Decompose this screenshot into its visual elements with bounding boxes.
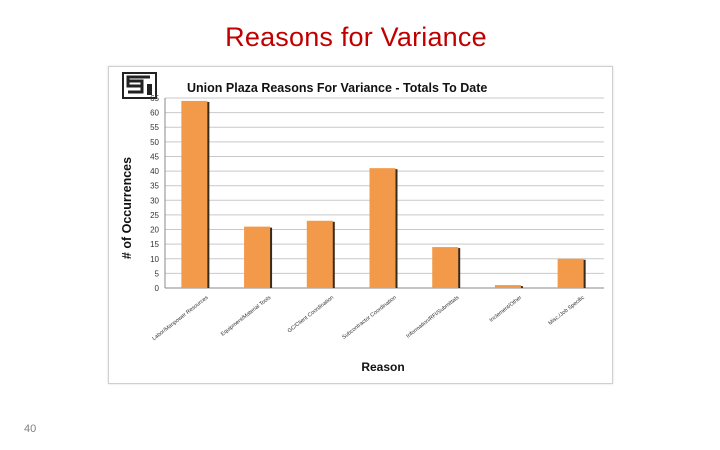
x-tick-labels: Labor/Manpower Resources Equipment/Materi… bbox=[151, 295, 586, 342]
x-tick-label: Misc./Job Specific bbox=[547, 295, 586, 327]
x-tick-label: Labor/Manpower Resources bbox=[151, 295, 209, 342]
bar bbox=[494, 285, 521, 288]
bar bbox=[244, 226, 271, 288]
y-axis-label: # of Occurrences bbox=[120, 157, 134, 259]
y-tick-label: 5 bbox=[155, 269, 160, 278]
y-tick-label: 55 bbox=[150, 123, 159, 132]
bar-chart: SI Union Plaza Reasons For Variance - To… bbox=[109, 67, 604, 374]
bar bbox=[181, 100, 208, 288]
bar bbox=[432, 247, 459, 288]
y-tick-label: 20 bbox=[150, 226, 159, 235]
bar bbox=[369, 168, 396, 288]
y-tick-label: 60 bbox=[150, 109, 159, 118]
bar bbox=[306, 220, 333, 288]
bar bbox=[557, 258, 584, 288]
y-tick-label: 15 bbox=[150, 240, 159, 249]
bars bbox=[181, 100, 586, 288]
y-tick-label: 45 bbox=[150, 152, 159, 161]
si-logo: SI bbox=[109, 67, 157, 99]
x-axis-label: Reason bbox=[361, 360, 404, 374]
chart-title: Union Plaza Reasons For Variance - Total… bbox=[187, 81, 487, 95]
y-tick-label: 50 bbox=[150, 138, 159, 147]
y-tick-label: 10 bbox=[150, 255, 159, 264]
x-tick-label: Inclement/Other bbox=[489, 295, 524, 324]
x-tick-label: Subcontractor Coordination bbox=[341, 295, 397, 341]
y-tick-label: 30 bbox=[150, 196, 159, 205]
y-tick-label: 25 bbox=[150, 211, 159, 220]
slide-title: Reasons for Variance bbox=[225, 22, 487, 52]
y-tick-labels: 0 5 10 15 20 25 30 35 40 45 50 55 60 65 bbox=[150, 94, 159, 293]
x-tick-label: Equipment/Material Tools bbox=[220, 295, 272, 338]
logo-text: SI bbox=[109, 67, 111, 68]
y-tick-label: 0 bbox=[155, 284, 160, 293]
y-tick-label: 40 bbox=[150, 167, 159, 176]
page-number: 40 bbox=[24, 423, 37, 435]
x-tick-label: Information/RFI/Submittals bbox=[405, 295, 460, 340]
x-tick-label: GC/Client Coordination bbox=[287, 295, 335, 335]
y-tick-label: 65 bbox=[150, 94, 159, 103]
y-tick-label: 35 bbox=[150, 182, 159, 191]
chart-panel: SI Union Plaza Reasons For Variance - To… bbox=[108, 66, 613, 384]
